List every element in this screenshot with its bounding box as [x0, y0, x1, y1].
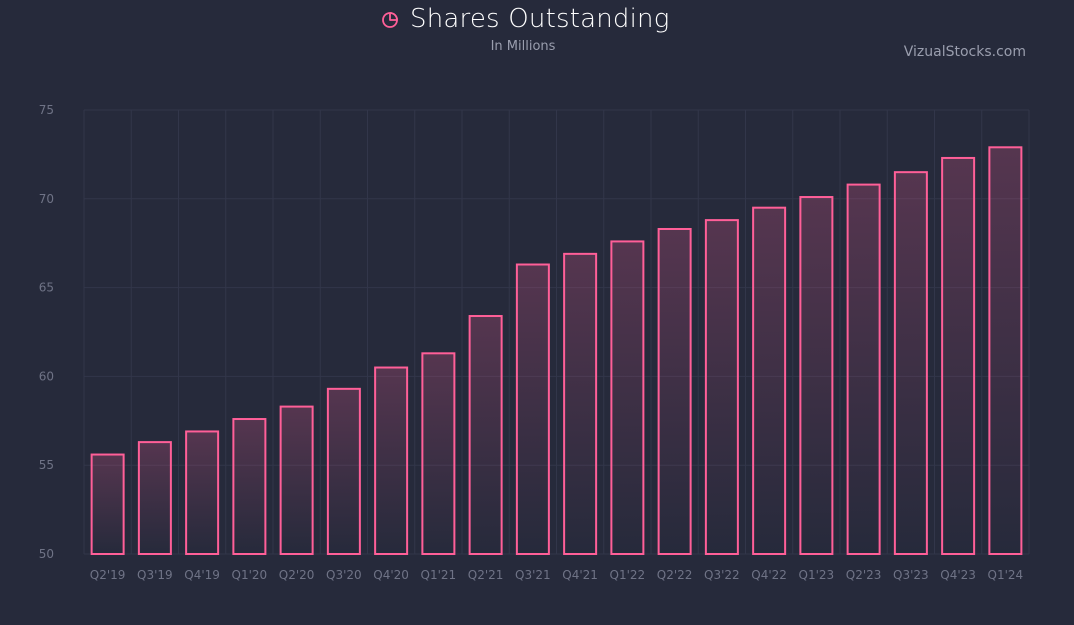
x-tick-label: Q1'20: [232, 568, 268, 582]
x-tick-label: Q2'23: [846, 568, 882, 582]
chart-subtitle: In Millions: [490, 39, 556, 54]
x-tick-label: Q1'22: [610, 568, 646, 582]
pie-chart-icon: [380, 9, 400, 29]
bar: [374, 366, 409, 555]
bar: [893, 171, 928, 555]
bar: [657, 227, 692, 555]
x-tick-label: Q3'21: [515, 568, 551, 582]
y-tick-label: 70: [39, 192, 54, 206]
bar: [185, 430, 220, 555]
chart-title: Shares Outstanding: [410, 4, 670, 34]
x-tick-label: Q3'23: [893, 568, 929, 582]
x-tick-label: Q2'21: [468, 568, 504, 582]
y-tick-label: 60: [39, 369, 54, 383]
x-tick-label: Q2'22: [657, 568, 693, 582]
bar: [137, 441, 172, 555]
y-tick-label: 65: [39, 281, 54, 295]
brand-watermark: VizualStocks.com: [903, 44, 1026, 60]
bar: [279, 405, 314, 556]
y-tick-label: 55: [39, 458, 54, 472]
bar: [563, 252, 598, 556]
x-tick-label: Q1'21: [421, 568, 457, 582]
x-tick-label: Q1'23: [799, 568, 835, 582]
y-tick-label: 50: [39, 547, 54, 561]
x-tick-label: Q3'19: [137, 568, 173, 582]
grid-lines: [83, 109, 1030, 555]
x-tick-label: Q1'24: [988, 568, 1024, 582]
x-tick-label: Q3'20: [326, 568, 362, 582]
x-tick-label: Q4'21: [562, 568, 598, 582]
bar: [988, 146, 1023, 556]
bar: [799, 196, 834, 556]
bar: [421, 352, 456, 556]
title-group: Shares Outstanding: [380, 4, 670, 34]
bar: [232, 418, 267, 555]
x-axis: Q2'19 Q3'19 Q4'19 Q1'20 Q2'20 Q3'20 Q4'20 Q1'21…: [90, 568, 1023, 582]
bar: [326, 387, 361, 555]
bar: [941, 156, 976, 555]
x-tick-label: Q4'23: [940, 568, 976, 582]
bar: [468, 315, 503, 555]
chart-header: Shares Outstanding In Millions VizualSto…: [0, 0, 1074, 60]
x-tick-label: Q2'19: [90, 568, 126, 582]
y-tick-label: 75: [39, 103, 54, 117]
y-axis: 50 55 60 65 70 75: [39, 103, 54, 561]
bar: [704, 219, 739, 555]
x-tick-label: Q4'20: [373, 568, 409, 582]
bar: [515, 263, 550, 555]
x-tick-label: Q4'22: [751, 568, 787, 582]
bar: [846, 183, 881, 555]
x-tick-label: Q2'20: [279, 568, 315, 582]
bar-series: [90, 146, 1023, 556]
x-tick-label: Q4'19: [184, 568, 220, 582]
x-tick-label: Q3'22: [704, 568, 740, 582]
bar: [90, 453, 125, 556]
bar: [752, 206, 787, 555]
bar: [610, 240, 645, 555]
